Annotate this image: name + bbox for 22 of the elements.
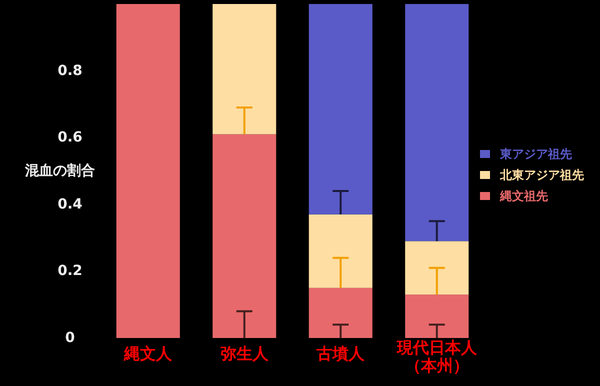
legend-label: 縄文祖先 xyxy=(499,189,548,203)
y-tick-label: 0.6 xyxy=(58,130,82,146)
x-tick-label: 弥生人 xyxy=(220,344,270,363)
y-tick-label: 0.8 xyxy=(58,62,82,79)
bar xyxy=(308,4,372,214)
legend-label: 東アジア祖先 xyxy=(499,147,572,161)
y-tick-label: 0.2 xyxy=(58,263,82,280)
bar xyxy=(212,134,276,338)
x-tick-label: 古墳人 xyxy=(316,344,366,363)
x-tick-label: 縄文人 xyxy=(123,344,174,363)
bar xyxy=(308,214,372,288)
y-axis-title: 混血の割合 xyxy=(24,162,95,179)
bar xyxy=(308,288,372,338)
bar xyxy=(116,4,180,338)
bar xyxy=(405,294,469,338)
y-tick-label: 0 xyxy=(65,330,76,346)
bar xyxy=(212,4,276,134)
y-tick-label: 0.4 xyxy=(58,196,83,212)
bar xyxy=(405,4,469,242)
legend-label: 北東アジア祖先 xyxy=(499,168,584,182)
bar xyxy=(405,241,469,295)
x-tick-label: 現代日本人（本州） xyxy=(396,338,478,375)
